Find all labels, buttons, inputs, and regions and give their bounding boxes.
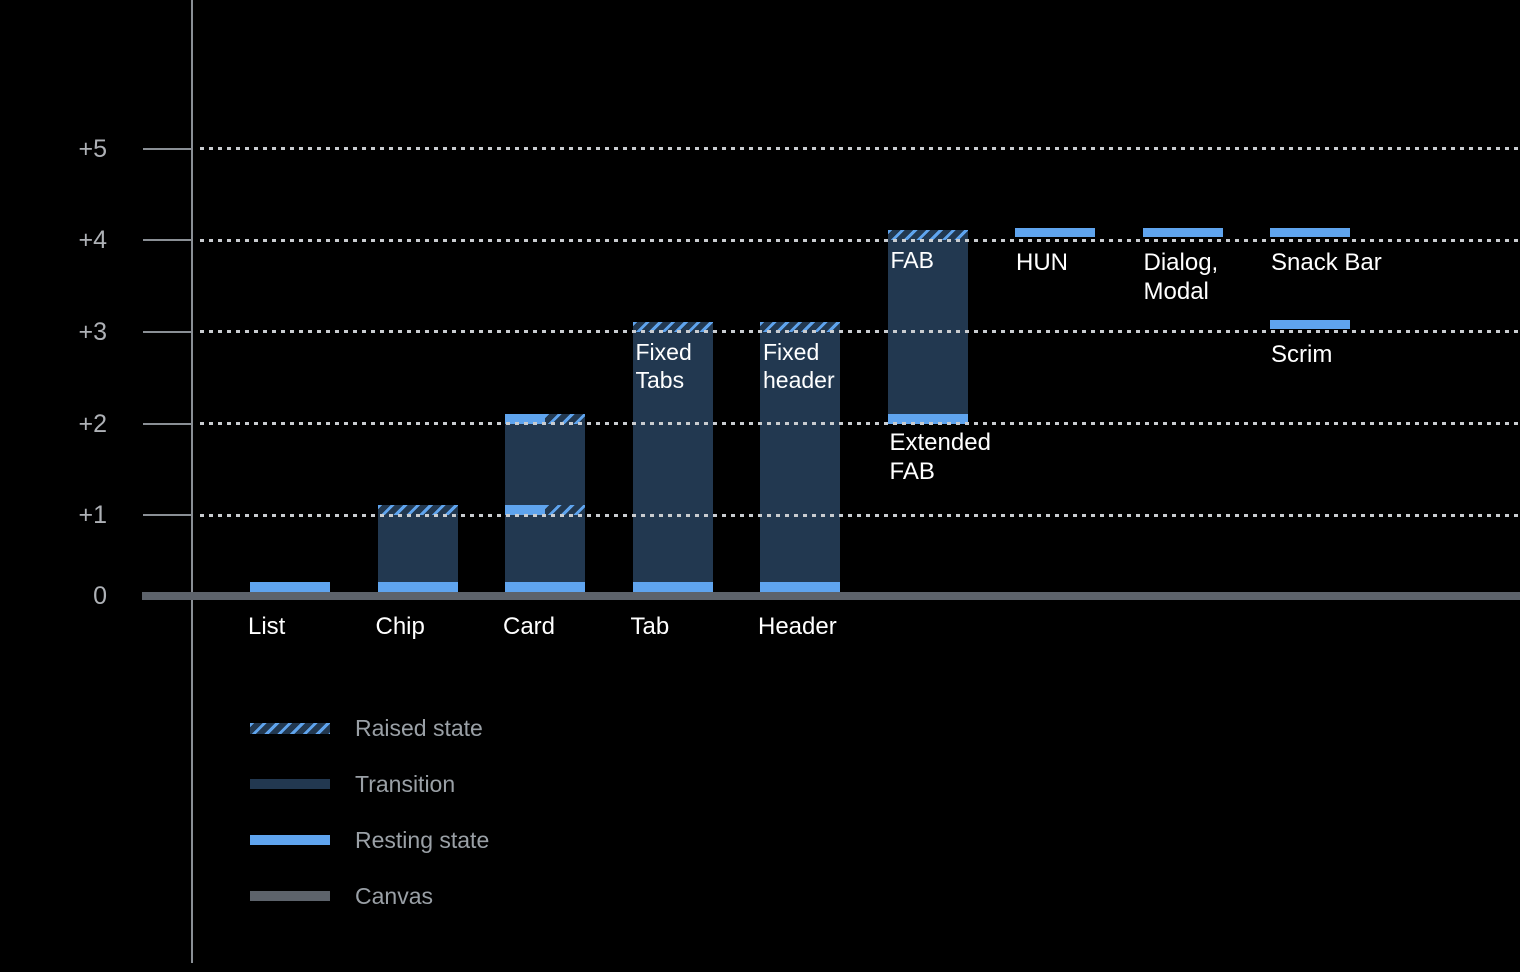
- raised-state-swatch: [250, 722, 330, 734]
- bar-inner-label-header: Fixed header: [763, 338, 835, 393]
- label-list: List: [248, 613, 286, 640]
- legend-item-canvas: Canvas: [250, 868, 489, 924]
- y-tick-label--1: +1: [78, 501, 107, 529]
- y-tick-label--4: +4: [78, 226, 107, 254]
- bar-tab: [632, 321, 713, 592]
- y-tick--1: [143, 514, 192, 516]
- bar-chip: [377, 505, 458, 592]
- y-tick--5: [143, 147, 192, 150]
- bar-extended-fab: [887, 230, 968, 424]
- split-band-level-1: [505, 505, 585, 515]
- label-dialog-modal: Dialog, Modal: [1143, 249, 1219, 305]
- resting-band-dialog-modal: [1142, 228, 1223, 237]
- y-tick-label-0: 0: [93, 582, 107, 610]
- gridline--5: [200, 147, 1520, 150]
- legend-label-resting-state: Resting state: [355, 826, 490, 853]
- label-chip: Chip: [375, 613, 425, 640]
- legend-label-raised-state: Raised state: [355, 714, 483, 741]
- raised-half-card: [545, 505, 585, 515]
- y-axis-line: [191, 0, 193, 963]
- raised-band-extended-fab: [887, 230, 968, 240]
- bar-header: [760, 321, 840, 592]
- legend: Raised state Transition Resting state Ca…: [250, 700, 489, 924]
- label-scrim: Scrim: [1271, 340, 1333, 368]
- legend-item-resting-state: Resting state: [250, 812, 489, 868]
- resting-half-card: [505, 413, 545, 424]
- transition-swatch: [250, 779, 330, 789]
- y-tick-label--2: +2: [78, 409, 107, 438]
- y-tick--4: [143, 239, 192, 241]
- resting-half-card: [505, 505, 545, 515]
- bar-card: [505, 413, 585, 592]
- raised-half-card: [545, 413, 585, 424]
- resting-band-scrim: [1270, 319, 1350, 329]
- resting-band-list: [250, 582, 330, 592]
- raised-band-header: [760, 321, 840, 332]
- legend-label-canvas: Canvas: [355, 882, 433, 909]
- raised-band-chip: [377, 505, 458, 515]
- split-band-level-2: [505, 413, 585, 424]
- label-hun: HUN: [1016, 249, 1068, 276]
- resting-band-card: [505, 582, 585, 592]
- legend-item-raised-state: Raised state: [250, 700, 489, 756]
- bar-inner-label-extended-fab: FAB: [890, 247, 934, 273]
- y-tick-label--5: +5: [78, 134, 107, 163]
- label-extended-fab: Extended FAB: [889, 428, 991, 485]
- raised-band-tab: [632, 321, 713, 332]
- canvas-baseline: [142, 592, 1520, 600]
- resting-band-hun: [1015, 228, 1095, 237]
- resting-band-extended-fab: [887, 413, 968, 424]
- gridline--3: [200, 330, 1520, 333]
- gridline--2: [200, 422, 1520, 425]
- gridline--1: [200, 513, 1520, 517]
- legend-label-transition: Transition: [355, 770, 456, 797]
- y-tick--2: [143, 422, 192, 425]
- y-tick-label--3: +3: [78, 317, 107, 346]
- label-header: Header: [758, 613, 837, 640]
- y-tick--3: [143, 330, 192, 333]
- canvas-swatch: [250, 891, 330, 901]
- resting-band-snack-bar: [1270, 228, 1350, 237]
- label-snack-bar: Snack Bar: [1271, 249, 1382, 276]
- gridline--4: [200, 238, 1520, 242]
- legend-item-transition: Transition: [250, 756, 489, 812]
- resting-state-swatch: [250, 835, 330, 845]
- label-card: Card: [503, 613, 556, 640]
- resting-band-header: [760, 582, 840, 592]
- label-tab: Tab: [630, 613, 670, 640]
- resting-band-tab: [632, 582, 713, 592]
- resting-band-chip: [377, 582, 458, 592]
- bar-inner-label-tab: Fixed Tabs: [635, 338, 692, 393]
